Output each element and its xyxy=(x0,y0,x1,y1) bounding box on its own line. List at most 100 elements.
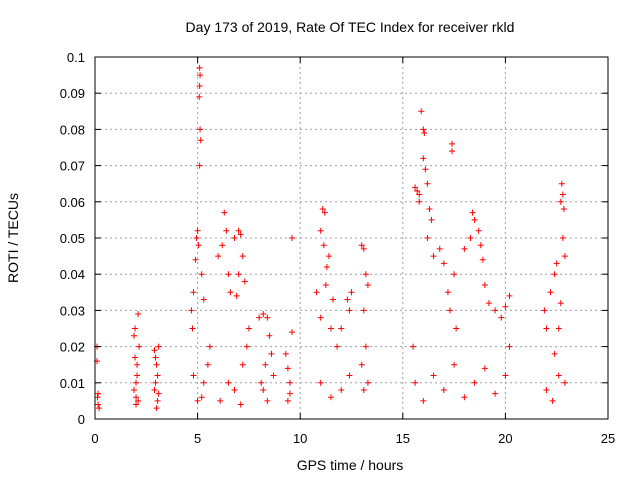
data-point xyxy=(543,387,550,394)
data-point xyxy=(196,82,203,89)
data-point xyxy=(135,397,142,404)
data-point xyxy=(133,401,140,408)
data-point xyxy=(471,379,478,386)
data-point xyxy=(237,231,244,238)
data-point xyxy=(327,325,334,332)
data-point xyxy=(286,379,293,386)
data-point xyxy=(346,372,353,379)
data-point xyxy=(362,271,369,278)
data-point xyxy=(134,361,141,368)
data-point xyxy=(553,260,560,267)
data-point xyxy=(136,343,143,350)
data-point xyxy=(346,307,353,314)
data-point xyxy=(243,343,250,350)
data-point xyxy=(317,227,324,234)
data-point xyxy=(541,307,548,314)
data-point xyxy=(200,379,207,386)
data-point xyxy=(258,379,265,386)
data-point xyxy=(194,227,201,234)
data-point xyxy=(130,387,137,394)
data-point xyxy=(549,397,556,404)
data-point xyxy=(414,187,421,194)
data-point xyxy=(197,137,204,144)
x-tick-label: 0 xyxy=(91,431,98,446)
data-point xyxy=(485,300,492,307)
data-point xyxy=(451,361,458,368)
data-point xyxy=(260,387,267,394)
data-point xyxy=(424,235,431,241)
x-tick-label: 5 xyxy=(194,431,201,446)
data-point xyxy=(219,242,226,249)
data-point xyxy=(559,191,566,198)
data-point xyxy=(152,379,159,386)
data-point xyxy=(233,292,240,299)
y-tick-label: 0.02 xyxy=(60,340,85,355)
data-point xyxy=(130,332,137,339)
data-point xyxy=(193,235,200,241)
data-point xyxy=(237,401,244,408)
data-point xyxy=(440,387,447,394)
chart-title: Day 173 of 2019, Rate Of TEC Index for r… xyxy=(186,19,515,35)
data-point xyxy=(506,292,513,299)
data-point xyxy=(320,242,327,249)
data-point xyxy=(313,289,320,296)
x-tick-label: 25 xyxy=(601,431,615,446)
data-point xyxy=(194,397,201,404)
data-point xyxy=(190,289,197,296)
data-point xyxy=(195,242,202,249)
data-point xyxy=(430,253,437,260)
data-point xyxy=(418,108,425,115)
y-tick-label: 0.01 xyxy=(60,376,85,391)
data-point xyxy=(558,180,565,187)
data-point xyxy=(412,184,419,191)
data-point xyxy=(362,343,369,350)
data-point xyxy=(231,387,238,394)
data-point xyxy=(330,296,337,303)
data-point xyxy=(364,379,371,386)
data-point xyxy=(323,263,330,270)
data-point xyxy=(338,325,345,332)
y-tick-labels: 0 0.01 0.02 0.03 0.04 0.05 0.06 0.07 0.08 0.09 0.1 xyxy=(60,50,85,427)
data-point xyxy=(430,372,437,379)
data-point xyxy=(154,372,161,379)
data-point xyxy=(133,394,140,401)
x-tick-labels: 0 5 10 15 20 25 xyxy=(91,431,615,446)
data-point xyxy=(153,405,160,412)
data-point xyxy=(453,325,460,332)
data-point xyxy=(245,325,252,332)
data-point xyxy=(196,93,203,100)
data-point xyxy=(133,379,140,386)
data-point xyxy=(264,397,271,404)
data-point xyxy=(481,282,488,289)
data-point xyxy=(196,162,203,169)
data-point xyxy=(264,314,271,321)
y-tick-label: 0.09 xyxy=(60,86,85,101)
data-point xyxy=(134,372,141,379)
data-point xyxy=(422,166,429,173)
data-point xyxy=(424,180,431,187)
data-point xyxy=(270,372,277,379)
data-point xyxy=(416,191,423,198)
data-point xyxy=(284,365,291,372)
data-point xyxy=(96,405,103,412)
data-point xyxy=(198,271,205,278)
data-point xyxy=(132,325,139,332)
data-point xyxy=(420,397,427,404)
data-point xyxy=(467,235,474,241)
data-point xyxy=(461,245,468,252)
data-point xyxy=(492,390,499,397)
data-point xyxy=(449,148,456,155)
data-point xyxy=(152,354,159,361)
data-point xyxy=(348,289,355,296)
data-point xyxy=(498,314,505,321)
data-point xyxy=(317,314,324,321)
y-axis-label: ROTI / TECUs xyxy=(5,193,21,283)
data-point xyxy=(154,397,161,404)
data-point xyxy=(502,372,509,379)
x-axis-label: GPS time / hours xyxy=(297,457,404,473)
y-tick-label: 0.07 xyxy=(60,159,85,174)
data-point xyxy=(420,155,427,162)
data-point xyxy=(321,209,328,216)
data-point xyxy=(197,72,204,79)
data-point xyxy=(239,361,246,368)
